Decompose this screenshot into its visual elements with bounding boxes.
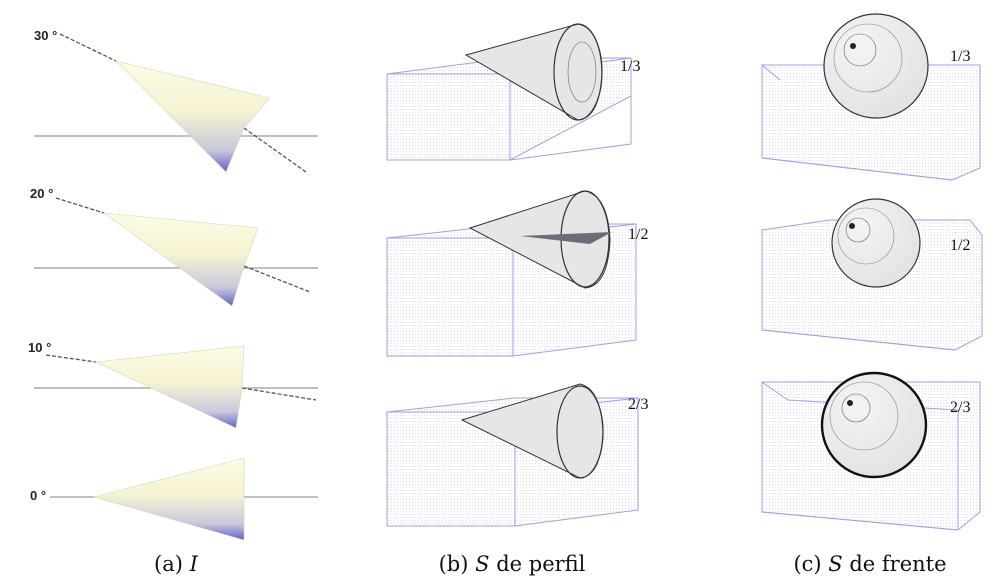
cone-shape — [102, 212, 259, 307]
contour-ring — [837, 207, 895, 265]
axis-line — [59, 33, 117, 62]
cone-base-circle — [556, 385, 604, 479]
angle-label: 30 ° — [34, 28, 57, 43]
column-c: 1/3 1/2 2/3 — [761, 13, 983, 531]
fraction-label: 1/3 — [950, 48, 970, 65]
sphere-shape — [820, 371, 928, 479]
caption-symbol: S — [828, 552, 843, 576]
contour-ring — [845, 217, 871, 243]
profile-panel-3: 2/3 — [386, 383, 648, 527]
contour-ring — [829, 381, 899, 451]
contour-ring — [843, 33, 877, 67]
fraction-label: 2/3 — [950, 399, 970, 416]
cone-panel-30: 30 ° — [34, 28, 318, 173]
cone-shape — [94, 345, 245, 429]
fraction-label: 1/2 — [628, 226, 648, 243]
angle-label: 0 ° — [30, 488, 46, 503]
caption-suffix: de frente — [849, 552, 947, 576]
front-panel-1: 1/3 — [761, 13, 981, 181]
cone-shape — [92, 457, 245, 541]
caption-suffix: de perfil — [496, 552, 586, 576]
cone-shape — [115, 60, 271, 173]
caption-a: (a) I — [154, 552, 198, 576]
axis-line — [243, 127, 307, 173]
axis-line — [45, 354, 97, 363]
fraction-label: 1/2 — [950, 237, 970, 254]
fraction-label: 2/3 — [628, 396, 648, 413]
contour-ring — [833, 23, 903, 93]
apex-dot — [850, 43, 856, 49]
cone-panel-20: 20 ° — [30, 186, 318, 307]
cone-base-circle — [553, 23, 603, 121]
sphere-shape — [831, 198, 921, 288]
caption-b: (b) S de perfil — [439, 552, 586, 576]
cross-section — [520, 232, 612, 244]
caption-prefix: (c) — [793, 552, 822, 576]
contour-ring — [841, 393, 871, 423]
apex-dot — [847, 400, 853, 406]
cone-panel-0: 0 ° — [30, 457, 318, 541]
profile-panel-2: 1/2 — [386, 190, 648, 357]
profile-panel-1: 1/3 — [386, 23, 640, 161]
contour-ring — [567, 41, 597, 103]
caption-symbol: S — [475, 552, 490, 576]
front-panel-2: 1/2 — [761, 198, 983, 351]
axis-line — [243, 265, 311, 293]
column-a: 30 ° 20 ° 10 ° 0 ° — [28, 28, 318, 541]
angle-label: 10 ° — [28, 340, 51, 355]
column-b: 1/3 1/2 2/3 — [386, 23, 648, 527]
axis-line — [55, 197, 105, 214]
caption-prefix: (a) — [154, 552, 183, 576]
apex-dot — [849, 223, 855, 229]
axis-line — [241, 387, 317, 401]
fraction-label: 1/3 — [620, 58, 640, 75]
caption-c: (c) S de frente — [793, 552, 946, 576]
cone-panel-10: 10 ° — [28, 340, 318, 429]
caption-prefix: (b) — [438, 552, 469, 576]
caption-symbol: I — [189, 552, 198, 576]
sphere-shape — [823, 13, 929, 119]
angle-label: 20 ° — [30, 186, 53, 201]
front-panel-3: 2/3 — [761, 371, 981, 531]
